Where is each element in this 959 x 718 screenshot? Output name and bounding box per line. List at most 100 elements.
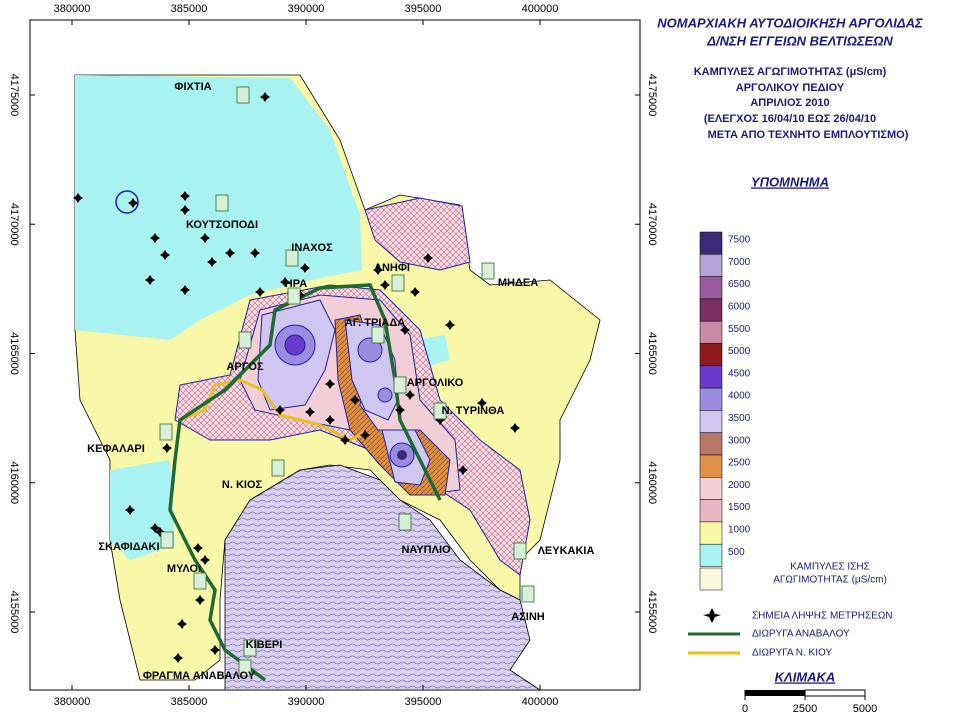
sample-point bbox=[180, 285, 190, 295]
place-label: ΜΥΛΟΙ bbox=[167, 563, 201, 575]
settlement bbox=[215, 194, 229, 212]
legend-label: 3500 bbox=[728, 413, 751, 424]
agency-line: ΝΟΜΑΡΧΙΑΚΗ ΑΥΤΟΔΙΟΙΚΗΣΗ ΑΡΓΟΛΙΔΑΣ bbox=[657, 15, 923, 30]
settlement bbox=[513, 542, 527, 560]
settlement bbox=[287, 287, 301, 305]
sample-point bbox=[373, 265, 383, 275]
legend-swatch bbox=[699, 320, 723, 344]
legend-symbol-label: ΣΗΜΕΙΑ ΛΗΨΗΣ ΜΕΤΡΗΣΕΩΝ bbox=[752, 611, 893, 622]
legend-label: 6500 bbox=[728, 279, 751, 290]
place-label: ΚΙΒΕΡΙ bbox=[246, 639, 283, 651]
sample-point bbox=[423, 253, 433, 263]
legend-swatch bbox=[699, 499, 723, 523]
sample-point bbox=[255, 287, 265, 297]
y-tick-label: 4165000 bbox=[646, 332, 658, 375]
sample-point bbox=[477, 398, 487, 408]
sample-point bbox=[305, 407, 315, 417]
legend-label: 2500 bbox=[728, 458, 751, 469]
zone-4000 bbox=[357, 337, 383, 363]
argolic-gulf bbox=[224, 464, 542, 691]
settlement bbox=[193, 572, 207, 590]
settlement bbox=[481, 262, 495, 280]
place-label: ΚΕΦΑΛΑΡΙ bbox=[87, 443, 145, 455]
legend-swatch bbox=[699, 298, 723, 322]
sample-point bbox=[210, 645, 220, 655]
scale-bar bbox=[804, 689, 866, 697]
settlement bbox=[433, 402, 447, 420]
legend-label: 4000 bbox=[728, 391, 751, 402]
map-area bbox=[73, 74, 601, 691]
y-tick-label: 4170000 bbox=[8, 203, 20, 246]
sample-point bbox=[300, 263, 310, 273]
legend-label: 4500 bbox=[728, 368, 751, 379]
sample-point bbox=[155, 527, 165, 537]
agency-line: Δ/ΝΣΗ ΕΓΓΕΙΩΝ ΒΕΛΤΙΩΣΕΩΝ bbox=[706, 33, 893, 48]
scale-bar bbox=[745, 690, 805, 696]
sample-point bbox=[180, 191, 190, 201]
legend-swatch bbox=[699, 231, 723, 255]
y-tick-label: 4175000 bbox=[8, 74, 20, 117]
sample-point bbox=[173, 653, 183, 663]
scale-title: ΚΛΙΜΑΚΑ bbox=[775, 669, 836, 684]
x-tick-label: 380000 bbox=[54, 696, 91, 708]
scale-tick-label: 0 bbox=[742, 703, 748, 715]
legend-label: 1500 bbox=[728, 502, 751, 513]
x-tick-label: 385000 bbox=[171, 3, 208, 15]
sample-point bbox=[260, 92, 270, 102]
legend-label: 2000 bbox=[728, 480, 751, 491]
settlement bbox=[238, 331, 252, 349]
x-tick-label: 400000 bbox=[522, 3, 559, 15]
scale-tick-label: 5000 bbox=[853, 703, 877, 715]
legend-swatch bbox=[699, 343, 723, 367]
legend-label: 7000 bbox=[728, 257, 751, 268]
sample-point bbox=[195, 595, 205, 605]
settlement bbox=[160, 531, 174, 549]
sample-point bbox=[510, 423, 520, 433]
x-tick-label: 395000 bbox=[405, 696, 442, 708]
settlement bbox=[521, 585, 535, 603]
sample-point bbox=[435, 415, 445, 425]
title-line: ΑΡΓΟΛΙΚΟΥ ΠΕΔΙΟΥ bbox=[736, 82, 845, 94]
legend-label: 6000 bbox=[728, 302, 751, 313]
x-tick-label: 390000 bbox=[288, 3, 325, 15]
sample-point bbox=[445, 320, 455, 330]
legend-swatch bbox=[699, 254, 723, 277]
sample-point bbox=[160, 250, 170, 260]
x-tick-label: 395000 bbox=[405, 3, 442, 15]
y-tick-label: 4170000 bbox=[646, 203, 658, 246]
sample-point bbox=[275, 405, 285, 415]
y-tick-label: 4155000 bbox=[8, 591, 20, 634]
legend-caption: ΑΓΩΓΙΜΟΤΗΤΑΣ (μS/cm) bbox=[773, 575, 887, 586]
sample-point bbox=[250, 248, 260, 258]
legend-label: 5000 bbox=[728, 346, 751, 357]
place-label: ΚΟΥΤΣΟΠΟΔΙ bbox=[186, 219, 258, 231]
x-tick-label: 390000 bbox=[288, 696, 325, 708]
settlement bbox=[236, 86, 250, 104]
legend-swatch bbox=[699, 276, 723, 300]
legend-swatch bbox=[699, 387, 723, 411]
sample-point bbox=[458, 465, 468, 475]
x-tick-label: 400000 bbox=[522, 696, 559, 708]
place-label: Ν. ΚΙΟΣ bbox=[222, 479, 263, 491]
sample-point bbox=[200, 233, 210, 243]
title-line: ΚΑΜΠΥΛΕΣ ΑΓΩΓΙΜΟΤΗΤΑΣ (μS/cm) bbox=[694, 66, 887, 78]
legend-swatch bbox=[699, 567, 723, 591]
place-label: ΜΗΔΕΑ bbox=[498, 277, 538, 289]
sample-point bbox=[145, 275, 155, 285]
legend-swatch bbox=[699, 365, 723, 389]
legend-label: 7500 bbox=[728, 235, 751, 246]
place-label: ΣΚΑΦΙΔΑΚΙ bbox=[98, 541, 159, 553]
sample-point bbox=[405, 390, 415, 400]
zone-7500 bbox=[397, 450, 407, 460]
sample-point bbox=[280, 277, 290, 287]
sample-point bbox=[150, 233, 160, 243]
sample-point bbox=[150, 523, 160, 533]
y-tick-label: 4160000 bbox=[646, 461, 658, 504]
sample-point bbox=[395, 405, 405, 415]
sample-point bbox=[125, 505, 135, 515]
sample-point bbox=[340, 435, 350, 445]
sample-point bbox=[325, 415, 335, 425]
place-label: ΑΓ. ΤΡΙΑΔΑ bbox=[345, 317, 405, 329]
title-line: ΜΕΤΑ ΑΠΟ ΤΕΧΝΗΤΟ ΕΜΠΛΟΥΤΙΣΜΟ) bbox=[708, 129, 909, 141]
